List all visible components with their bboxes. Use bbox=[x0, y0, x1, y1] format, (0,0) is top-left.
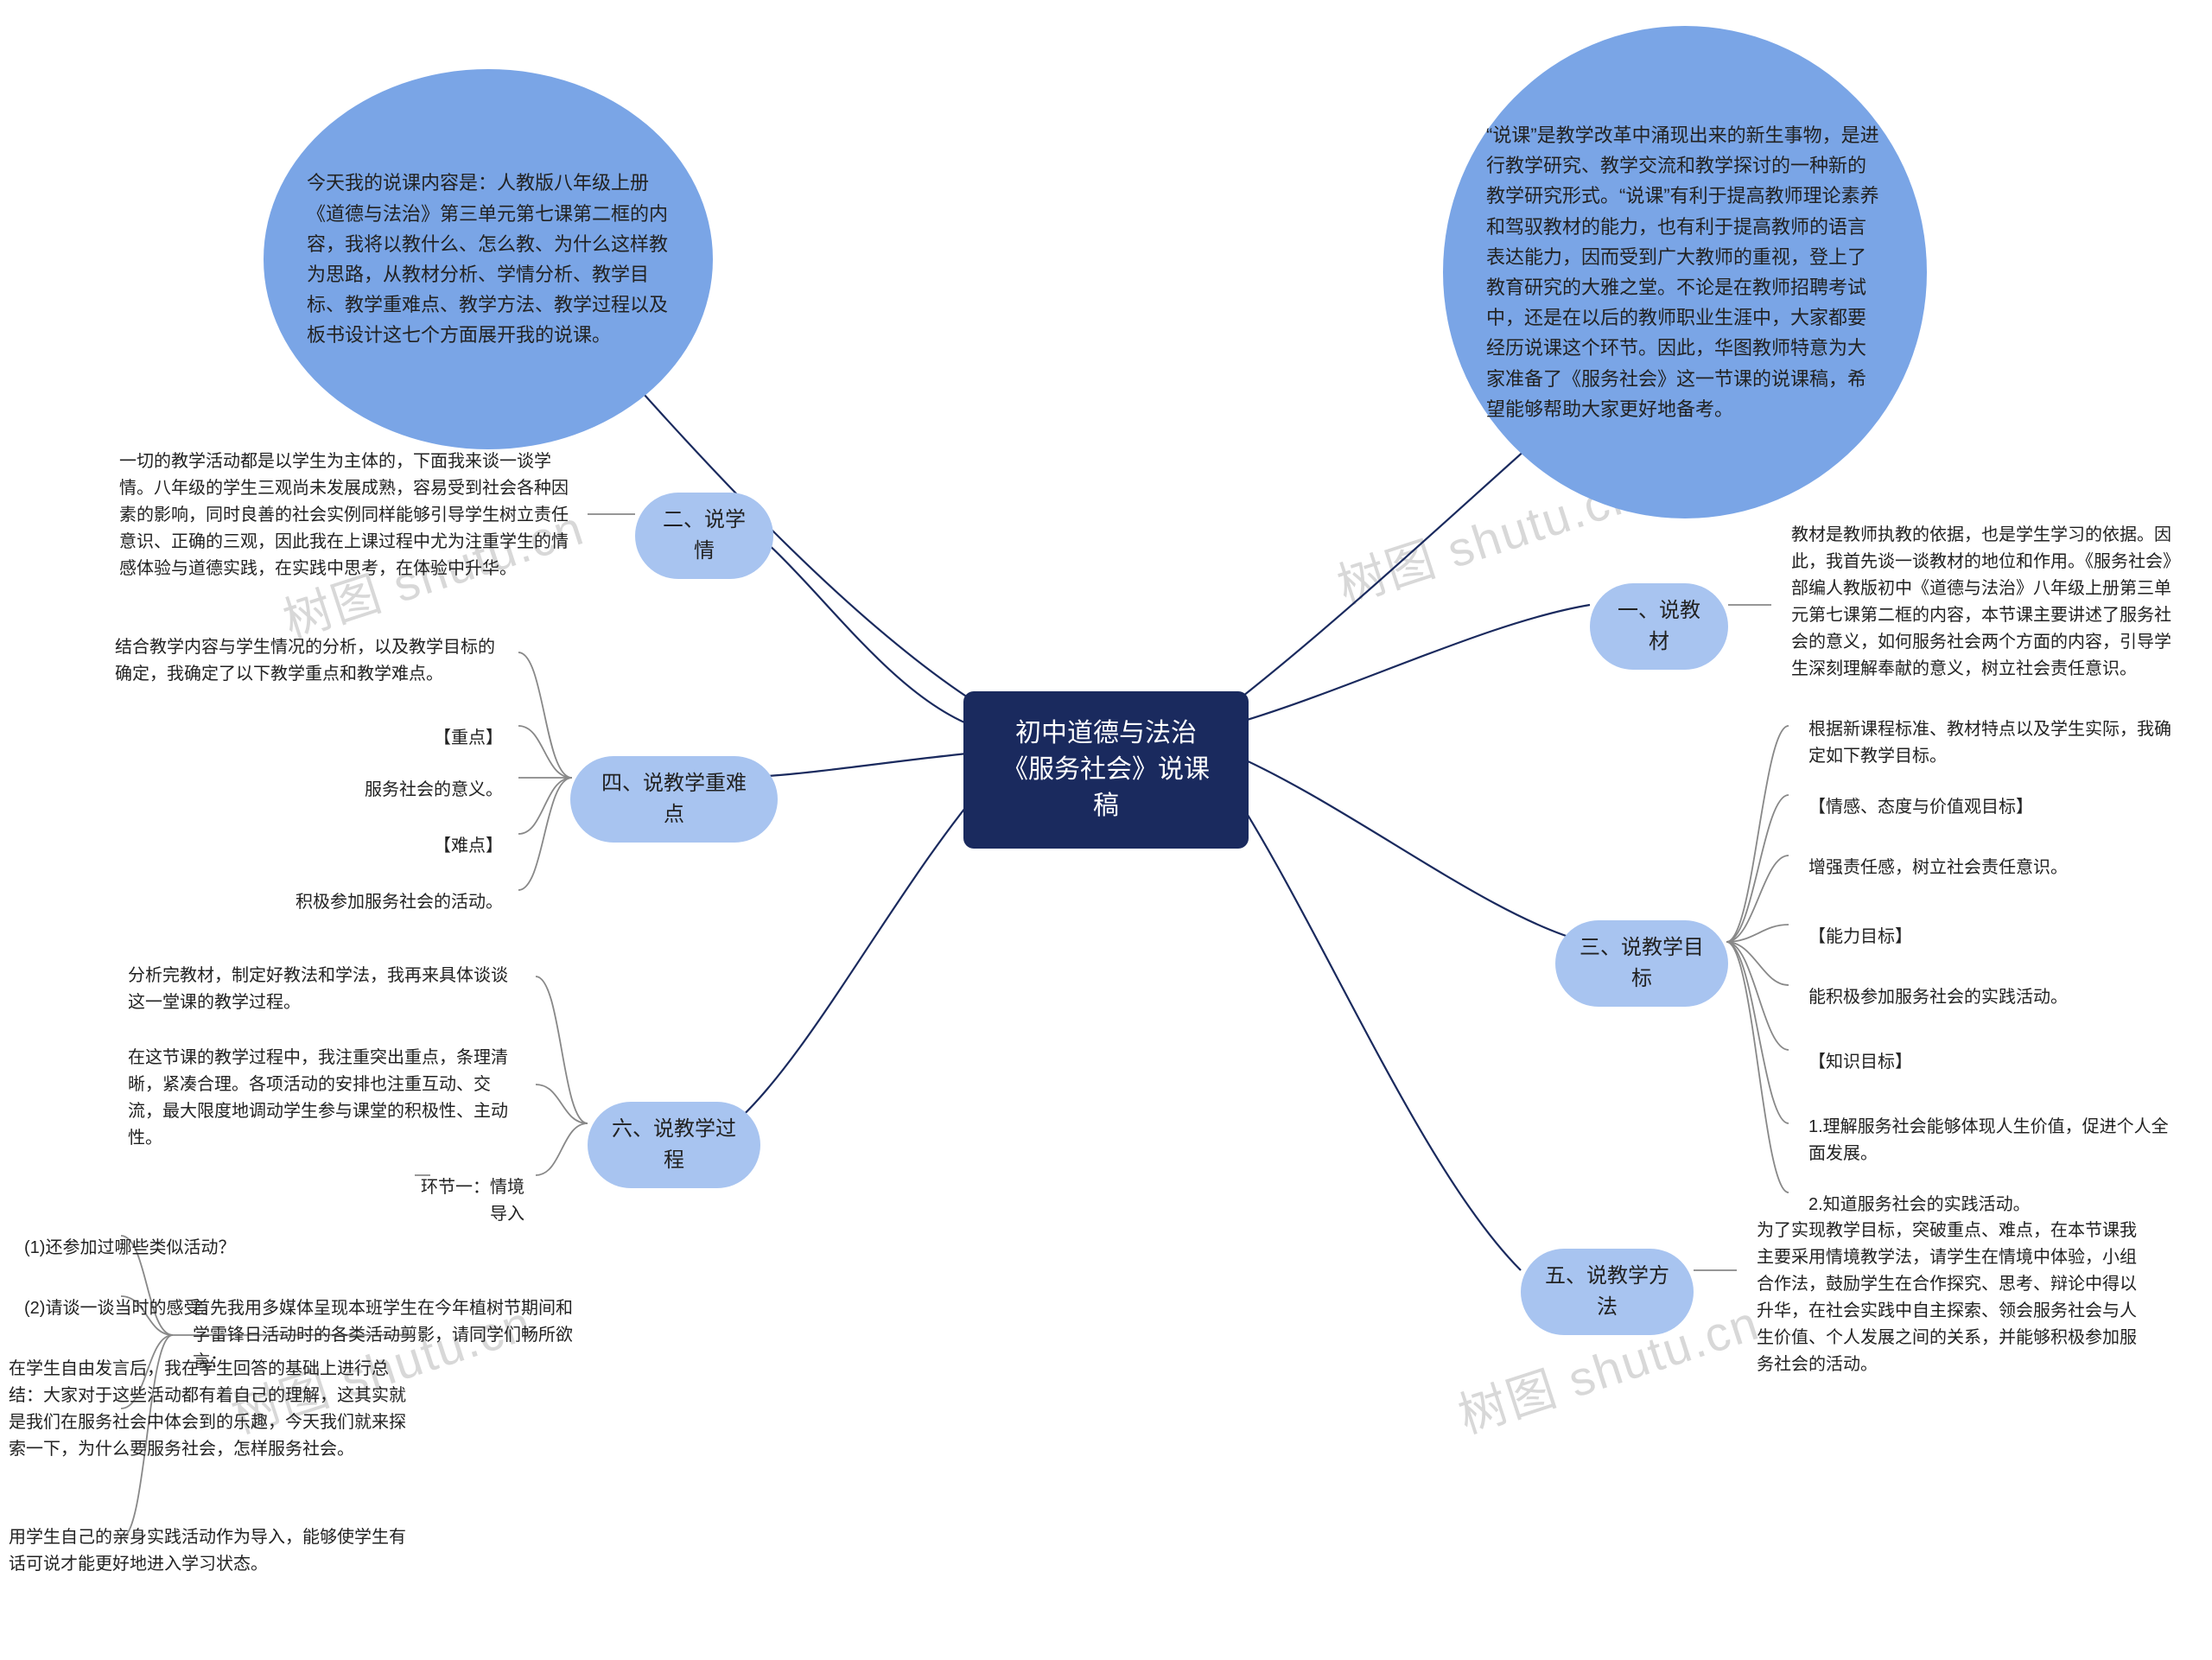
branch-4-leaf-3: 【难点】 bbox=[415, 821, 518, 872]
branch-5-leaf: 为了实现教学目标，突破重点、难点，在本节课我主要采用情境教学法，请学生在情境中体… bbox=[1741, 1205, 2164, 1390]
branch-4-leaf-0: 结合教学内容与学生情况的分析，以及教学目标的确定，我确定了以下教学重点和教学难点… bbox=[99, 622, 523, 700]
branch-2-leaf: 一切的教学活动都是以学生为主体的，下面我来谈一谈学情。八年级的学生三观尚未发展成… bbox=[104, 436, 592, 595]
branch-4: 四、说教学重难点 bbox=[570, 756, 778, 843]
branch-4-leaf-2: 服务社会的意义。 bbox=[346, 765, 518, 816]
branch-3-leaf-4: 能积极参加服务社会的实践活动。 bbox=[1793, 972, 2190, 1023]
branch-3-leaf-0: 根据新课程标准、教材特点以及学生实际，我确定如下教学目标。 bbox=[1793, 704, 2190, 782]
intro-bubble-right: “说课”是教学改革中涌现出来的新生事物，是进行教学研究、教学交流和教学探讨的一种… bbox=[1443, 26, 1927, 518]
branch-4-leaf-1: 【重点】 bbox=[415, 713, 518, 764]
intro-bubble-right-text: “说课”是教学改革中涌现出来的新生事物，是进行教学研究、教学交流和教学探讨的一种… bbox=[1486, 120, 1884, 424]
branch-3-leaf-3: 【能力目标】 bbox=[1793, 912, 2190, 963]
branch-6-leaf-1: 在这节课的教学过程中，我注重突出重点，条理清晰，紧凑合理。各项活动的安排也注重互… bbox=[112, 1033, 540, 1164]
branch-1: 一、说教材 bbox=[1590, 583, 1728, 670]
branch-6-leaf-2: 环节一：情境导入 bbox=[393, 1162, 540, 1240]
branch-3-leaf-1: 【情感、态度与价值观目标】 bbox=[1793, 782, 2190, 833]
center-node: 初中道德与法治《服务社会》说课稿 bbox=[963, 691, 1249, 849]
branch-6: 六、说教学过程 bbox=[588, 1102, 760, 1188]
branch-6-sub-2: 在学生自由发言后，我在学生回答的基础上进行总结：大家对于这些活动都有着自己的理解… bbox=[9, 1344, 423, 1475]
branch-6-leaf-0: 分析完教材，制定好教法和学法，我再来具体谈谈这一堂课的教学过程。 bbox=[112, 951, 540, 1028]
branch-3-leaf-6: 1.理解服务社会能够体现人生价值，促进个人全面发展。 bbox=[1793, 1102, 2190, 1180]
intro-bubble-left-text: 今天我的说课内容是：人教版八年级上册《道德与法治》第三单元第七课第二框的内容，我… bbox=[307, 168, 670, 350]
branch-6-sub-1: (2)请谈一谈当时的感受。 bbox=[9, 1283, 272, 1334]
branch-4-leaf-4: 积极参加服务社会的活动。 bbox=[259, 877, 518, 928]
branch-6-sub-3: 用学生自己的亲身实践活动作为导入，能够使学生有话可说才能更好地进入学习状态。 bbox=[9, 1512, 423, 1590]
branch-5: 五、说教学方法 bbox=[1521, 1249, 1694, 1335]
branch-6-sub-0: (1)还参加过哪些类似活动？ bbox=[9, 1223, 272, 1274]
branch-3-leaf-2: 增强责任感，树立社会责任意识。 bbox=[1793, 843, 2190, 894]
branch-1-leaf: 教材是教师执教的依据，也是学生学习的依据。因此，我首先谈一谈教材的地位和作用。《… bbox=[1776, 510, 2190, 695]
branch-2: 二、说学情 bbox=[635, 493, 773, 579]
intro-bubble-left: 今天我的说课内容是：人教版八年级上册《道德与法治》第三单元第七课第二框的内容，我… bbox=[264, 69, 713, 449]
branch-3-leaf-5: 【知识目标】 bbox=[1793, 1037, 2190, 1088]
branch-3: 三、说教学目标 bbox=[1555, 920, 1728, 1007]
